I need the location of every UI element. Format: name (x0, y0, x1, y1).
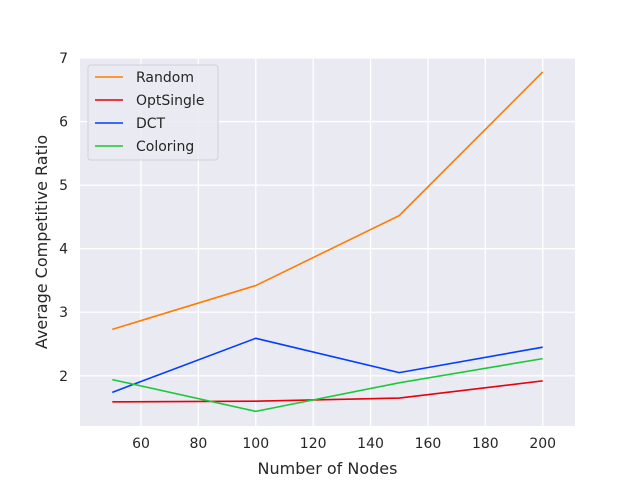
x-tick-label: 140 (357, 436, 384, 452)
x-tick-label: 120 (300, 436, 327, 452)
x-tick-label: 180 (472, 436, 499, 452)
x-tick-label: 100 (242, 436, 269, 452)
series-line-optsingle (112, 380, 543, 403)
y-tick-label: 4 (59, 242, 68, 258)
x-tick-label: 80 (189, 436, 207, 452)
series-line-random (112, 71, 544, 331)
x-tick-label: 60 (132, 436, 150, 452)
y-tick-label: 6 (59, 115, 68, 131)
series-line-dct (112, 337, 543, 394)
y-axis-label: Average Competitive Ratio (32, 135, 51, 349)
x-axis-label: Number of Nodes (258, 459, 398, 478)
legend-box (87, 64, 219, 161)
y-tick-label: 7 (59, 51, 68, 67)
legend-label-coloring: Coloring (136, 139, 194, 155)
tick-labels: 60 80 100 120 140 160 180 200 2 3 4 5 6 7 (59, 51, 556, 452)
x-tick-label: 160 (415, 436, 442, 452)
grid-lines (80, 57, 575, 426)
legend: Random OptSingle DCT Coloring (87, 64, 219, 161)
legend-label-dct: DCT (136, 116, 166, 132)
series-layer (112, 71, 544, 413)
legend-label-random: Random (136, 70, 194, 86)
x-tick-label: 200 (529, 436, 556, 452)
legend-label-optsingle: OptSingle (136, 93, 204, 109)
y-tick-label: 5 (59, 178, 68, 194)
y-tick-label: 3 (59, 305, 68, 321)
series-line-coloring (112, 357, 543, 413)
y-tick-label: 2 (59, 369, 68, 385)
